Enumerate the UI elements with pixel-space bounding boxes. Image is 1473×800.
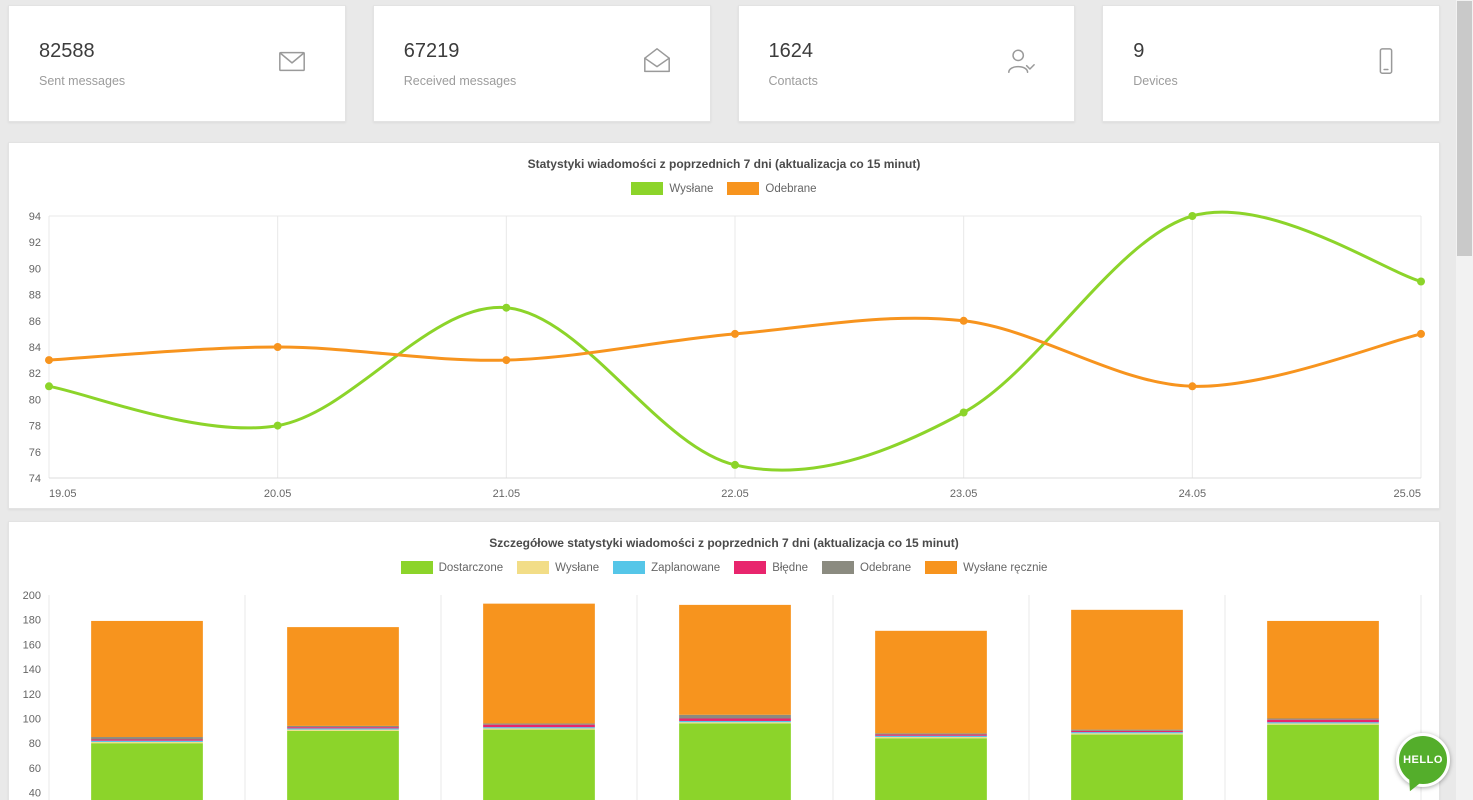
stacked-bar-chart: 020406080100120140160180200 <box>23 590 1422 800</box>
svg-text:90: 90 <box>29 263 41 275</box>
legend-label: Zaplanowane <box>651 561 721 574</box>
svg-text:82: 82 <box>29 368 41 380</box>
bar-chart-legend: Dostarczone Wysłane Zaplanowane Błędne Odebr… <box>11 561 1437 577</box>
sent-messages-label: Sent messages <box>39 73 126 88</box>
svg-text:200: 200 <box>23 590 41 602</box>
stat-card-devices: 9 Devices <box>1102 5 1440 122</box>
legend-swatch <box>734 561 767 574</box>
mobile-phone-icon <box>1371 46 1401 81</box>
svg-text:78: 78 <box>29 421 41 433</box>
svg-text:180: 180 <box>23 615 41 627</box>
legend-swatch <box>613 561 646 574</box>
svg-text:94: 94 <box>29 211 41 223</box>
line-chart-title: Statystyki wiadomości z poprzednich 7 dn… <box>527 157 921 171</box>
messages-line-chart-card: Statystyki wiadomości z poprzednich 7 dn… <box>8 142 1440 509</box>
envelope-open-icon <box>642 46 672 81</box>
detailed-bar-chart-card: Szczegółowe statystyki wiadomości z popr… <box>8 521 1440 800</box>
svg-text:40: 40 <box>29 788 41 800</box>
legend-item-dostarczone[interactable]: Dostarczone <box>400 561 504 574</box>
sent-messages-value: 82588 <box>39 39 95 62</box>
svg-text:24.05: 24.05 <box>1179 488 1207 500</box>
svg-text:23.05: 23.05 <box>950 488 978 500</box>
stat-text: 1624 Contacts <box>769 40 818 88</box>
legend-item-wysłane[interactable]: Wysłane <box>517 561 599 574</box>
svg-text:25.05: 25.05 <box>1393 488 1421 500</box>
stat-card-contacts: 1624 Contacts <box>737 5 1076 122</box>
svg-text:88: 88 <box>29 290 41 302</box>
stats-row: 82588 Sent messages 67219 Received messa… <box>8 5 1440 122</box>
legend-label: Wysłane ręcznie <box>963 561 1048 574</box>
svg-text:60: 60 <box>29 763 41 775</box>
legend-item-błędne[interactable]: Błędne <box>734 561 808 574</box>
svg-text:140: 140 <box>23 664 41 676</box>
contacts-value: 1624 <box>768 39 814 62</box>
legend-swatch <box>400 561 433 574</box>
envelope-icon <box>277 46 307 81</box>
svg-text:120: 120 <box>23 689 41 701</box>
svg-text:92: 92 <box>29 237 41 249</box>
scrollbar-thumb[interactable] <box>1457 1 1472 256</box>
legend-label: Odebrane <box>860 561 912 574</box>
svg-text:22.05: 22.05 <box>721 488 749 500</box>
received-messages-value: 67219 <box>403 39 460 62</box>
received-messages-label: Received messages <box>403 73 517 88</box>
legend-swatch <box>727 182 760 195</box>
svg-text:21.05: 21.05 <box>493 488 521 500</box>
svg-text:74: 74 <box>29 473 41 485</box>
legend-label: Wysłane <box>555 561 600 574</box>
bar-chart-title: Szczegółowe statystyki wiadomości z popr… <box>489 536 959 550</box>
svg-text:19.05: 19.05 <box>49 488 77 500</box>
scrollbar[interactable] <box>1456 0 1473 800</box>
dashboard-page: 82588 Sent messages 67219 Received messa… <box>8 5 1440 800</box>
line-chart-legend: Wysłane Odebrane <box>11 182 1437 198</box>
stat-text: 9 Devices <box>1133 40 1177 88</box>
line-chart: 19.05 20.05 21.05 22.05 23.05 24.05 25.05 74 76 7… <box>29 210 1425 500</box>
svg-text:80: 80 <box>29 738 41 750</box>
svg-text:160: 160 <box>23 639 41 651</box>
legend-label: Odebrane <box>765 182 817 195</box>
devices-label: Devices <box>1133 73 1178 88</box>
legend-item-wysłane-ręcznie[interactable]: Wysłane ręcznie <box>925 561 1047 574</box>
legend-swatch <box>631 182 664 195</box>
devices-value: 9 <box>1133 39 1145 62</box>
stat-text: 67219 Received messages <box>404 40 517 88</box>
legend-label: Błędne <box>772 561 808 574</box>
legend-swatch <box>517 561 550 574</box>
chat-button-label: HELLO <box>1403 754 1443 766</box>
stat-card-received-messages: 67219 Received messages <box>372 5 711 122</box>
legend-item-zaplanowane[interactable]: Zaplanowane <box>613 561 720 574</box>
stat-card-sent-messages: 82588 Sent messages <box>8 5 346 122</box>
svg-text:20.05: 20.05 <box>264 488 292 500</box>
svg-text:100: 100 <box>23 714 41 726</box>
svg-text:84: 84 <box>29 342 41 354</box>
legend-label: Dostarczone <box>438 561 504 574</box>
legend-swatch <box>822 561 854 574</box>
svg-text:86: 86 <box>29 316 41 328</box>
contacts-label: Contacts <box>768 73 818 88</box>
contact-person-icon <box>1006 46 1036 81</box>
legend-swatch <box>925 561 958 574</box>
svg-text:76: 76 <box>29 447 41 459</box>
stat-text: 82588 Sent messages <box>39 40 125 88</box>
legend-item-odebrane[interactable]: Odebrane <box>822 561 911 574</box>
legend-item-odebrane[interactable]: Odebrane <box>727 182 817 195</box>
legend-label: Wysłane <box>669 182 714 195</box>
chat-button[interactable]: HELLO <box>1396 733 1450 787</box>
legend-item-wysłane[interactable]: Wysłane <box>631 182 713 195</box>
svg-text:80: 80 <box>29 394 41 406</box>
